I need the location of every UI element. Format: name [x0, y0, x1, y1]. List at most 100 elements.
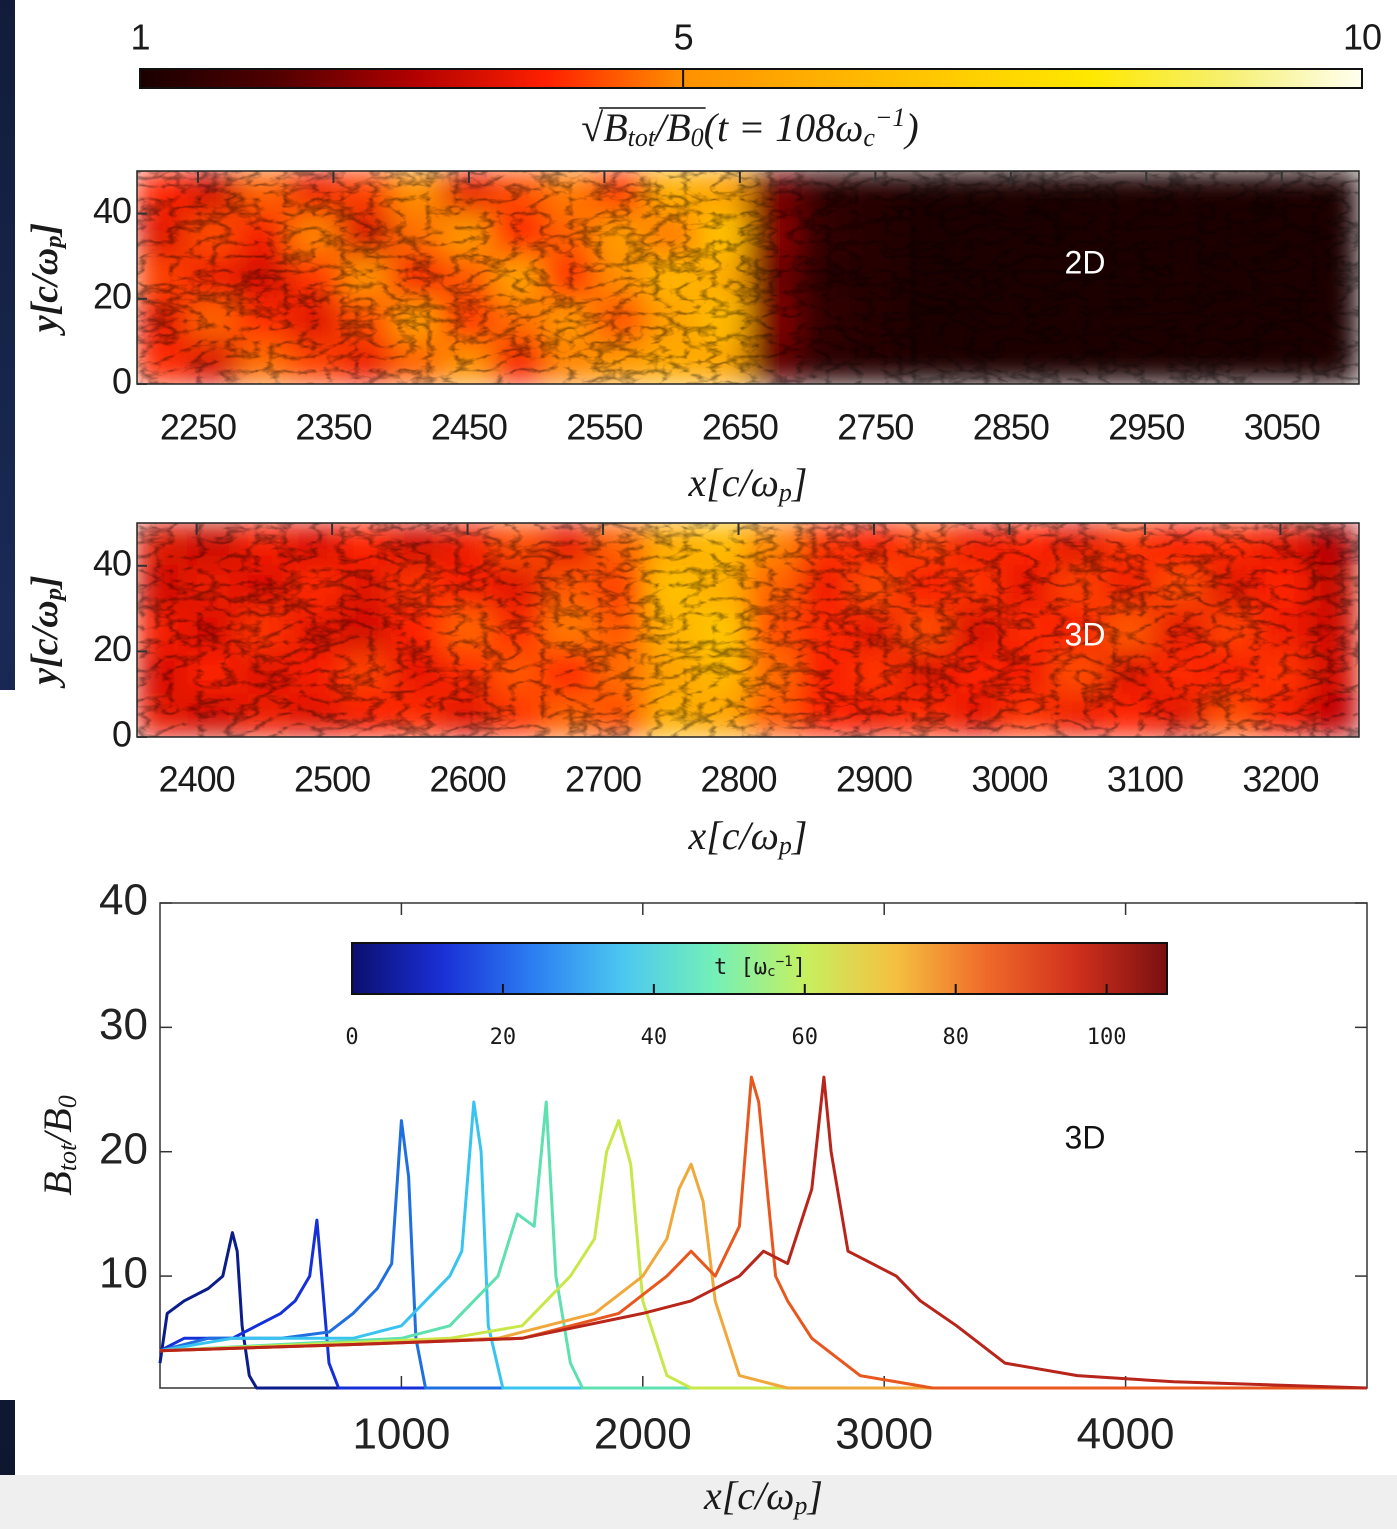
- label-part: y[c/ω: [24, 600, 66, 688]
- y-axis-label: Btot/B0: [35, 1095, 82, 1195]
- y-tick-label: 20: [93, 628, 131, 669]
- panel-edge: [0, 690, 15, 1400]
- colorbar-tick-label: 5: [674, 17, 693, 58]
- label-part: (t = 108ω: [704, 105, 864, 150]
- y-axis-label: y[c/ωp]: [24, 223, 67, 336]
- label-part: B: [35, 1171, 80, 1195]
- series-line: [159, 1100, 1367, 1390]
- label-part: ]: [806, 1473, 823, 1518]
- colorbar-tick-label: 10: [1343, 17, 1381, 58]
- texture: [137, 523, 1359, 737]
- y-tick-label: 20: [93, 275, 131, 316]
- x-tick-label: 2650: [702, 407, 778, 448]
- series-line: [159, 1075, 1367, 1390]
- x-tick-label: 2450: [431, 407, 507, 448]
- heatmap: [137, 171, 1359, 384]
- y-tick-label: 30: [99, 1000, 148, 1049]
- label-part: t [ω: [714, 955, 767, 980]
- x-tick-label: 2850: [973, 407, 1049, 448]
- label-part: −1: [875, 103, 906, 132]
- label-part: y[c/ω: [24, 248, 66, 336]
- label-part: p: [792, 1491, 807, 1520]
- x-tick-label: 2400: [159, 759, 235, 800]
- y-tick-label: 40: [93, 190, 131, 231]
- x-tick-label: 2350: [295, 407, 371, 448]
- x-tick-label: 2500: [294, 759, 370, 800]
- annotation: 3D: [1065, 1119, 1106, 1155]
- x-tick-label: 2250: [160, 407, 236, 448]
- y-tick-label: 0: [112, 714, 131, 755]
- series-line: [159, 1075, 1368, 1390]
- x-axis-label: x[c/ωp]: [687, 460, 807, 507]
- label-part: p: [777, 831, 792, 860]
- x-tick-label: 3200: [1242, 759, 1318, 800]
- x-tick-label: 2700: [565, 759, 641, 800]
- label-part: ]: [24, 575, 66, 590]
- colorbar-tick-label: 40: [641, 1025, 668, 1050]
- label-part: p: [40, 588, 67, 602]
- label-part: c: [863, 123, 875, 152]
- label-part: ]: [791, 460, 808, 505]
- label-part: /B: [35, 1108, 80, 1146]
- colorbar-label: √Btot/B0(t = 108ωc−1): [581, 103, 918, 151]
- label-part: √: [581, 105, 603, 150]
- colorbar: [139, 68, 1363, 89]
- label-part: x[c/ω: [703, 1473, 794, 1518]
- colorbar-label: t [ωc−1]: [714, 954, 806, 981]
- label-part: 0: [691, 123, 704, 152]
- y-tick-label: 0: [112, 361, 131, 402]
- frame: [136, 522, 1360, 738]
- label-part: tot: [628, 123, 656, 152]
- colorbar: [351, 942, 1168, 995]
- label-part: tot: [53, 1143, 82, 1171]
- label-part: x[c/ω: [687, 460, 778, 505]
- label-part: ]: [791, 813, 808, 858]
- label-part: ]: [793, 955, 806, 980]
- label-part: p: [777, 478, 792, 507]
- colorbar-tick-label: 0: [345, 1025, 358, 1050]
- x-tick-label: 3050: [1244, 407, 1320, 448]
- texture: [137, 171, 1359, 384]
- label-part: ): [903, 105, 918, 150]
- heatmap: [137, 523, 1359, 737]
- label-part: /B: [653, 105, 691, 150]
- annotation: 3D: [1065, 616, 1106, 652]
- colorbar-tick-label: 80: [942, 1025, 969, 1050]
- colorbar-tick-label: 100: [1087, 1025, 1127, 1050]
- footer-strip: [0, 1475, 1397, 1529]
- x-tick-label: 2750: [837, 407, 913, 448]
- label-part: 0: [53, 1095, 82, 1108]
- y-tick-label: 40: [99, 876, 148, 925]
- x-tick-label: 3000: [835, 1410, 933, 1459]
- y-tick-label: 10: [99, 1249, 148, 1298]
- x-tick-label: 2600: [430, 759, 506, 800]
- x-tick-label: 3000: [971, 759, 1047, 800]
- colorbar-tick-label: 20: [490, 1025, 517, 1050]
- x-axis-label: x[c/ωp]: [703, 1473, 823, 1520]
- x-tick-label: 2550: [566, 407, 642, 448]
- x-tick-label: 2950: [1108, 407, 1184, 448]
- label-part: −1: [776, 954, 793, 970]
- x-tick-label: 4000: [1077, 1410, 1175, 1459]
- y-tick-label: 20: [99, 1124, 148, 1173]
- x-axis-label: x[c/ωp]: [687, 813, 807, 860]
- label-part: B: [603, 105, 627, 150]
- label-part: c: [767, 964, 776, 980]
- y-axis-label: y[c/ωp]: [24, 575, 67, 688]
- series-line: [158, 1231, 1367, 1390]
- x-tick-label: 2800: [700, 759, 776, 800]
- x-tick-label: 3100: [1107, 759, 1183, 800]
- x-tick-label: 2900: [836, 759, 912, 800]
- colorbar-tick-label: 1: [130, 17, 149, 58]
- frame: [136, 170, 1360, 385]
- series-line: [159, 1100, 1367, 1390]
- x-tick-label: 1000: [352, 1410, 450, 1459]
- series-line: [159, 1119, 1367, 1390]
- x-tick-label: 2000: [594, 1410, 692, 1459]
- label-part: ]: [24, 223, 66, 238]
- y-tick-label: 40: [93, 542, 131, 583]
- label-part: p: [40, 235, 67, 249]
- annotation: 2D: [1065, 244, 1106, 280]
- label-part: x[c/ω: [687, 813, 778, 858]
